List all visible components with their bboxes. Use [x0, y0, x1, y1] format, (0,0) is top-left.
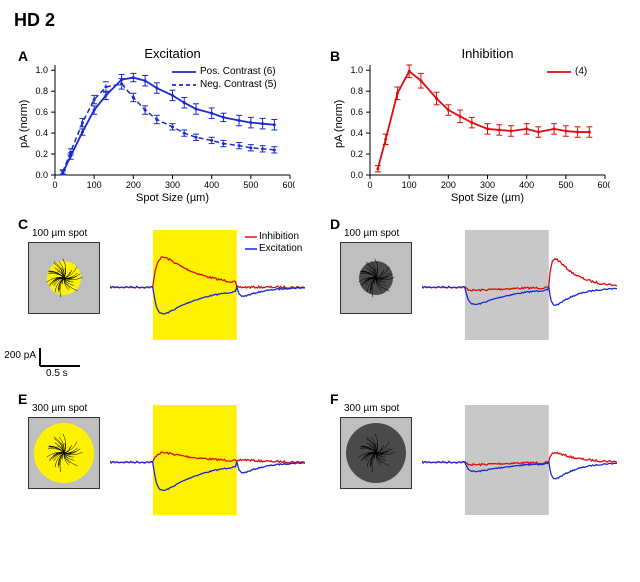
svg-text:0.6: 0.6: [350, 107, 363, 117]
svg-text:0.4: 0.4: [35, 128, 48, 138]
panel-label-f: F: [330, 391, 339, 407]
thumb-label: 300 µm spot: [344, 403, 399, 414]
svg-text:0.2: 0.2: [35, 149, 48, 159]
svg-text:200: 200: [126, 180, 141, 190]
panel-label-c: C: [18, 216, 28, 232]
svg-text:400: 400: [519, 180, 534, 190]
legend-label: (4): [575, 66, 587, 77]
svg-text:200: 200: [441, 180, 456, 190]
svg-text:0.0: 0.0: [35, 170, 48, 180]
legend-swatch: [545, 67, 573, 77]
legend-swatch: [170, 80, 198, 90]
svg-text:500: 500: [558, 180, 573, 190]
thumb-label: 300 µm spot: [32, 403, 87, 414]
svg-text:600: 600: [597, 180, 610, 190]
svg-text:1.0: 1.0: [350, 65, 363, 75]
legend-label: Pos. Contrast (6): [200, 66, 276, 77]
chart-plot-area: 01002003004005006000.00.20.40.60.81.0: [370, 65, 605, 175]
figure-title: HD 2: [14, 10, 55, 31]
svg-text:300: 300: [480, 180, 495, 190]
trace-legend-label: Excitation: [259, 243, 302, 254]
trace-plot: [422, 405, 617, 515]
svg-text:1.0: 1.0: [35, 65, 48, 75]
thumb-label: 100 µm spot: [344, 228, 399, 239]
panel-title-a: Excitation: [138, 46, 208, 61]
trace-legend-swatch: [245, 244, 257, 254]
trace-plot: [110, 405, 305, 515]
svg-text:0.0: 0.0: [350, 170, 363, 180]
svg-text:300: 300: [165, 180, 180, 190]
legend-swatch: [170, 67, 198, 77]
trace-plot: [422, 230, 617, 340]
scale-y-label: 200 pA: [2, 350, 36, 361]
svg-text:100: 100: [402, 180, 417, 190]
svg-text:0.6: 0.6: [35, 107, 48, 117]
trace-legend-swatch: [245, 232, 257, 242]
svg-text:0: 0: [52, 180, 57, 190]
panel-title-b: Inhibition: [453, 46, 523, 61]
svg-text:500: 500: [243, 180, 258, 190]
stimulus-thumbnail: [340, 417, 412, 489]
legend-label: Neg. Contrast (5): [200, 79, 277, 90]
svg-text:400: 400: [204, 180, 219, 190]
svg-text:0: 0: [367, 180, 372, 190]
scale-x-label: 0.5 s: [46, 368, 68, 379]
thumb-label: 100 µm spot: [32, 228, 87, 239]
svg-text:600: 600: [282, 180, 295, 190]
svg-text:0.2: 0.2: [350, 149, 363, 159]
stimulus-thumbnail: [340, 242, 412, 314]
svg-text:0.8: 0.8: [350, 86, 363, 96]
stimulus-thumbnail: [28, 417, 100, 489]
svg-text:0.8: 0.8: [35, 86, 48, 96]
panel-label-e: E: [18, 391, 27, 407]
stimulus-thumbnail: [28, 242, 100, 314]
panel-label-d: D: [330, 216, 340, 232]
svg-text:0.4: 0.4: [350, 128, 363, 138]
svg-text:100: 100: [87, 180, 102, 190]
trace-legend-label: Inhibition: [259, 231, 299, 242]
panel-label-b: B: [330, 48, 340, 64]
